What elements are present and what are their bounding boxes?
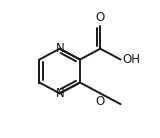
Text: N: N <box>56 42 65 55</box>
Text: O: O <box>96 95 105 108</box>
Text: N: N <box>56 87 65 100</box>
Text: OH: OH <box>122 53 140 66</box>
Text: O: O <box>96 11 105 24</box>
